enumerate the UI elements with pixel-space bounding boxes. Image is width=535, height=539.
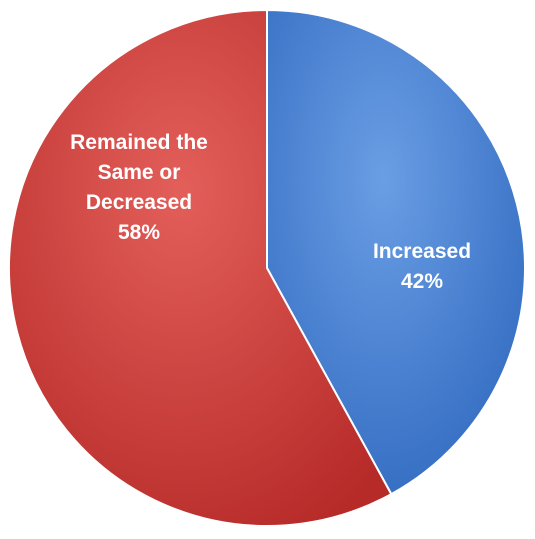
- pie-slice-label-0-line-0: Increased: [373, 240, 471, 263]
- pie-slice-label-1-line-2: Decreased: [86, 191, 192, 214]
- pie-slice-label-1-line-3: 58%: [118, 221, 160, 244]
- pie-slice-label-0: Increased 42%: [373, 240, 471, 293]
- pie-slices: [8, 8, 526, 527]
- pie-slice-label-1-line-1: Same or: [98, 161, 181, 184]
- pie-slice-0: [266, 8, 526, 496]
- pie-slice-label-0-line-1: 42%: [401, 270, 443, 293]
- pie-slice-label-1: Remained the Same or Decreased 58%: [70, 131, 208, 244]
- pie-slice-label-1-line-0: Remained the: [70, 131, 208, 154]
- pie-slice-1: [8, 8, 393, 527]
- pie-labels: Increased 42% Remained the Same or Decreased…: [70, 131, 471, 293]
